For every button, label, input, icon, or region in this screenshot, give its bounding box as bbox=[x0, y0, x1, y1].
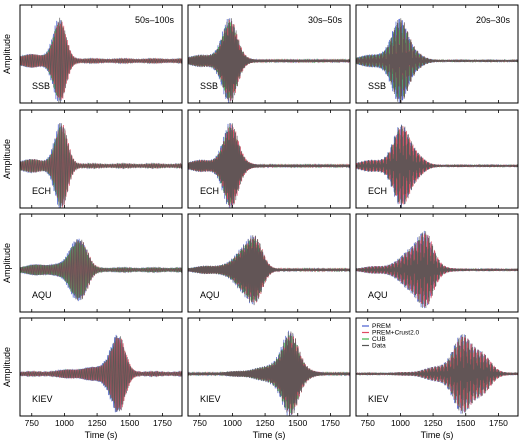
waveform-data bbox=[20, 335, 182, 412]
panel-frame bbox=[19, 213, 183, 313]
waveform-data bbox=[188, 123, 350, 208]
waveform-data bbox=[188, 331, 350, 416]
station-label: ECH bbox=[200, 186, 219, 196]
x-tick-label: 1750 bbox=[321, 418, 340, 428]
x-tick-label: 1250 bbox=[424, 418, 443, 428]
station-label: ECH bbox=[32, 186, 51, 196]
waveform-data bbox=[188, 18, 350, 103]
band-label: 30s–50s bbox=[308, 15, 343, 25]
waveform-data bbox=[20, 123, 182, 208]
panel-ssb-2: SSB 20s–30s bbox=[355, 4, 519, 104]
station-label: KIEV bbox=[200, 394, 221, 404]
x-axis-label: Time (s) bbox=[85, 430, 118, 440]
legend-entry: CUB bbox=[372, 336, 386, 343]
waveform-data bbox=[356, 125, 518, 208]
panel-ech-1: ECH bbox=[187, 109, 351, 209]
station-label: AQU bbox=[200, 290, 220, 300]
station-label: KIEV bbox=[32, 394, 53, 404]
station-label: KIEV bbox=[368, 394, 389, 404]
station-label: SSB bbox=[368, 81, 386, 91]
x-tick-label: 1000 bbox=[55, 418, 74, 428]
station-label: SSB bbox=[200, 81, 218, 91]
band-label: 20s–30s bbox=[476, 15, 511, 25]
panel-kiev-1: 750 1000 1250 1500 1750 KIEV bbox=[187, 317, 351, 428]
waveform-data bbox=[20, 239, 182, 301]
station-label: SSB bbox=[32, 81, 50, 91]
panel-ssb-0: SSB 50s–100s bbox=[19, 4, 183, 104]
panel-kiev-2: 750 1000 1250 1500 1750 KIEV bbox=[355, 317, 519, 428]
x-tick-label: 1250 bbox=[88, 418, 107, 428]
panel-frame bbox=[187, 213, 351, 313]
band-label: 50s–100s bbox=[135, 15, 175, 25]
panel-kiev-0: 750 1000 1250 1500 1750 KIEV bbox=[19, 317, 183, 428]
x-tick-label: 750 bbox=[361, 418, 375, 428]
waveform-data bbox=[356, 18, 518, 103]
x-tick-label: 1500 bbox=[456, 418, 475, 428]
x-tick-label: 1500 bbox=[120, 418, 139, 428]
waveform-data bbox=[20, 17, 182, 103]
x-tick-label: 750 bbox=[25, 418, 39, 428]
panel-aqu-0: AQU bbox=[19, 213, 183, 313]
x-tick-label: 1750 bbox=[153, 418, 172, 428]
waveform-data bbox=[188, 235, 350, 306]
x-tick-label: 1500 bbox=[288, 418, 307, 428]
panel-frame bbox=[19, 109, 183, 209]
panel-ech-0: ECH bbox=[19, 109, 183, 209]
y-axis-label: Amplitude bbox=[2, 139, 12, 179]
legend-entry: PREM+Crust2.0 bbox=[372, 330, 420, 337]
y-axis-label: Amplitude bbox=[2, 34, 12, 74]
x-tick-label: 1750 bbox=[489, 418, 508, 428]
panel-ssb-1: SSB 30s–50s bbox=[187, 4, 351, 104]
panel-aqu-2: AQU bbox=[355, 213, 519, 313]
waveform-data bbox=[356, 334, 518, 414]
legend-entry: Data bbox=[372, 343, 386, 350]
station-label: ECH bbox=[368, 186, 387, 196]
panel-ech-2: ECH bbox=[355, 109, 519, 209]
x-tick-label: 1000 bbox=[223, 418, 242, 428]
x-tick-label: 1000 bbox=[391, 418, 410, 428]
panel-frame bbox=[355, 109, 519, 209]
y-axis-label: Amplitude bbox=[2, 243, 12, 283]
x-axis-label: Time (s) bbox=[421, 430, 454, 440]
panel-aqu-1: AQU bbox=[187, 213, 351, 313]
x-tick-label: 1250 bbox=[256, 418, 275, 428]
y-axis-label: Amplitude bbox=[2, 347, 12, 387]
waveform-data bbox=[356, 231, 518, 309]
station-label: AQU bbox=[32, 290, 52, 300]
x-tick-label: 750 bbox=[193, 418, 207, 428]
legend-entry: PREM bbox=[372, 323, 391, 330]
x-axis-label: Time (s) bbox=[253, 430, 286, 440]
station-label: AQU bbox=[368, 290, 388, 300]
